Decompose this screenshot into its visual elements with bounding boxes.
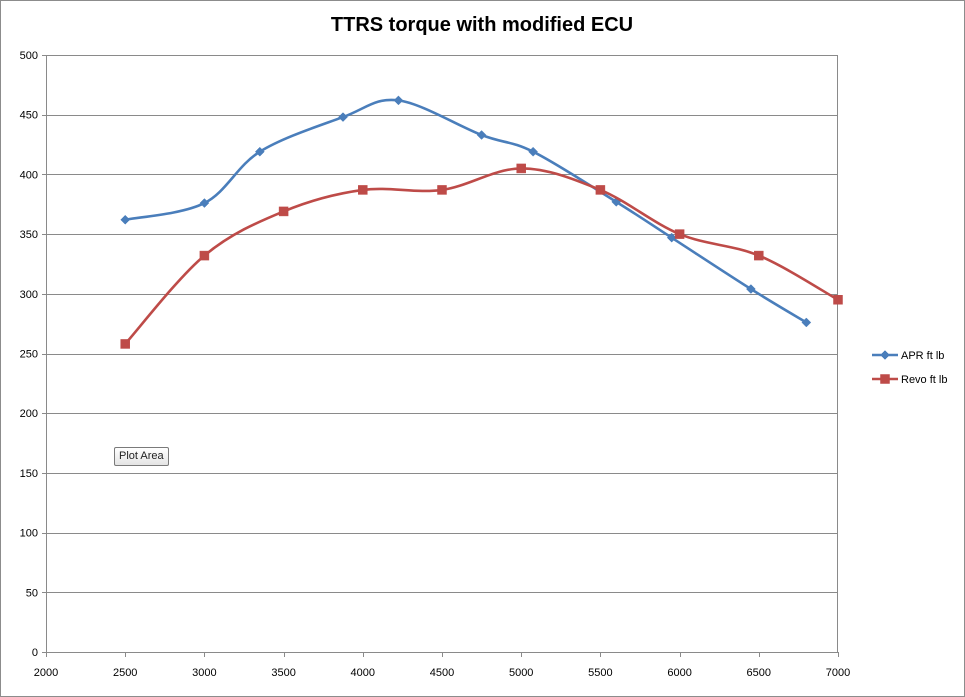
- plot-area[interactable]: [46, 55, 838, 652]
- x-tick-label: 3500: [271, 667, 295, 679]
- x-tick-label: 2000: [34, 667, 58, 679]
- y-tick-label: 450: [20, 110, 38, 122]
- series-2[interactable]: [120, 163, 843, 349]
- data-point[interactable]: [358, 185, 368, 195]
- x-tick-label: 5500: [588, 667, 612, 679]
- data-point[interactable]: [528, 146, 538, 157]
- data-point[interactable]: [833, 295, 843, 305]
- series-1[interactable]: [120, 95, 812, 328]
- data-point[interactable]: [338, 112, 348, 122]
- legend-label: Revo ft lb: [901, 374, 947, 386]
- legend[interactable]: APR ft lb Revo ft lb: [872, 350, 947, 386]
- legend-marker[interactable]: [880, 350, 890, 360]
- y-tick-label: 100: [20, 528, 38, 540]
- data-point[interactable]: [254, 146, 265, 157]
- y-tick-label: 0: [32, 647, 38, 659]
- y-tick-label: 300: [20, 289, 38, 301]
- x-tick-label: 5000: [509, 667, 533, 679]
- data-point[interactable]: [516, 163, 526, 174]
- data-point[interactable]: [393, 95, 404, 106]
- data-point[interactable]: [120, 214, 131, 225]
- y-tick-label: 350: [20, 229, 38, 241]
- plot-area-tooltip: Plot Area: [114, 447, 169, 466]
- legend-entry[interactable]: Revo ft lb: [872, 374, 947, 386]
- data-point[interactable]: [674, 229, 685, 239]
- x-tick-label: 2500: [113, 667, 137, 679]
- x-tick-label: 3000: [192, 667, 216, 679]
- data-point[interactable]: [476, 130, 487, 140]
- chart-title: TTRS torque with modified ECU: [331, 14, 633, 36]
- x-tick-label: 7000: [826, 667, 850, 679]
- legend-marker[interactable]: [880, 374, 890, 384]
- data-point[interactable]: [666, 232, 677, 243]
- data-point[interactable]: [199, 198, 210, 208]
- data-point[interactable]: [801, 317, 812, 328]
- x-tick-label: 4000: [351, 667, 375, 679]
- data-point[interactable]: [754, 250, 764, 261]
- data-point[interactable]: [595, 185, 606, 195]
- legend-label: APR ft lb: [901, 350, 944, 362]
- data-point[interactable]: [199, 250, 210, 261]
- y-tick-label: 50: [26, 587, 38, 599]
- x-tick-label: 4500: [430, 667, 454, 679]
- data-point[interactable]: [120, 339, 130, 349]
- y-tick-label: 500: [20, 50, 38, 62]
- y-tick-label: 250: [20, 349, 38, 361]
- axes: 0 50 100 150 200 250 300 350 400 450 500 2000 2500 30…: [20, 50, 851, 679]
- series-layer: [120, 95, 843, 349]
- x-tick-label: 6000: [667, 667, 691, 679]
- data-point[interactable]: [746, 284, 756, 294]
- series-line[interactable]: [123, 167, 840, 346]
- y-tick-label: 400: [20, 169, 38, 181]
- data-point[interactable]: [437, 185, 447, 195]
- y-tick-label: 200: [20, 408, 38, 420]
- y-tick-label: 150: [20, 468, 38, 480]
- x-tick-label: 6500: [747, 667, 771, 679]
- data-point[interactable]: [278, 206, 289, 217]
- legend-entry[interactable]: APR ft lb: [872, 350, 944, 362]
